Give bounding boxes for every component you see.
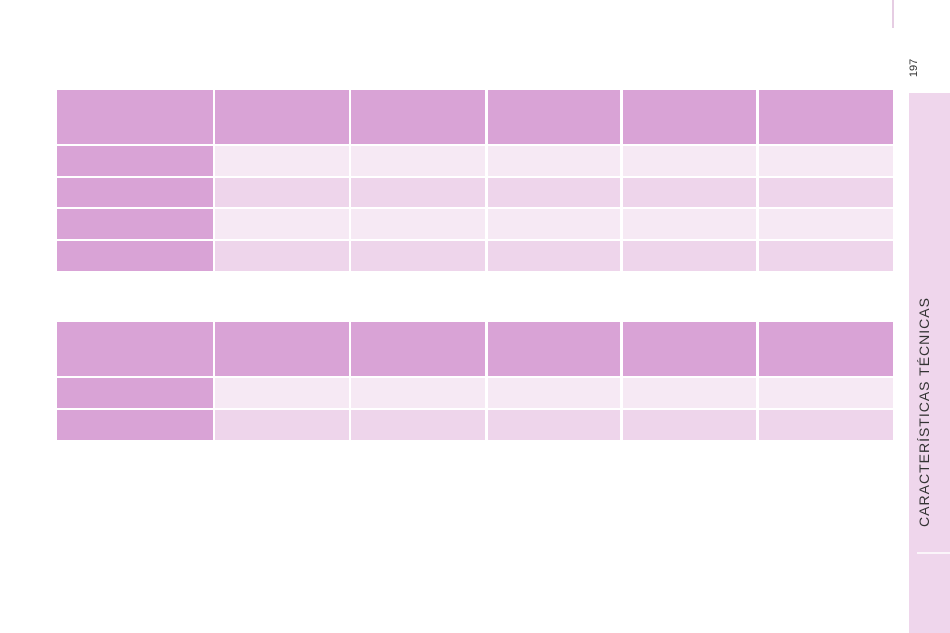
table-cell [351, 241, 485, 271]
header-cell [215, 322, 349, 376]
row-header-cell [57, 410, 213, 440]
table-cell [488, 178, 620, 207]
table-cell [488, 209, 620, 239]
table-cell [215, 178, 349, 207]
table-cell [623, 410, 756, 440]
table-cell [215, 410, 349, 440]
header-cell [488, 90, 620, 144]
table-cell [351, 410, 485, 440]
page-number: 197 [908, 59, 920, 77]
section-tab [909, 93, 950, 633]
header-cell [759, 90, 893, 144]
table-cell [623, 178, 756, 207]
header-cell [57, 90, 213, 144]
table-cell [488, 378, 620, 408]
row-header-cell [57, 378, 213, 408]
table-cell [623, 241, 756, 271]
table-cell [623, 146, 756, 176]
header-cell [215, 90, 349, 144]
table-cell [759, 410, 893, 440]
table-cell [488, 146, 620, 176]
table-cell [759, 178, 893, 207]
table-cell [759, 378, 893, 408]
table-cell [215, 241, 349, 271]
table-cell [351, 378, 485, 408]
table-cell [351, 178, 485, 207]
table-cell [623, 209, 756, 239]
row-header-cell [57, 178, 213, 207]
header-cell [759, 322, 893, 376]
table-cell [351, 146, 485, 176]
header-cell [623, 90, 756, 144]
row-header-cell [57, 241, 213, 271]
table-cell [488, 241, 620, 271]
header-cell [351, 322, 485, 376]
table-cell [351, 209, 485, 239]
header-cell [488, 322, 620, 376]
table-cell [488, 410, 620, 440]
table-cell [215, 146, 349, 176]
header-cell [57, 322, 213, 376]
table-cell [759, 241, 893, 271]
table-cell [759, 209, 893, 239]
table-cell [759, 146, 893, 176]
header-cell [623, 322, 756, 376]
table-cell [623, 378, 756, 408]
table-cell [215, 209, 349, 239]
row-header-cell [57, 209, 213, 239]
row-header-cell [57, 146, 213, 176]
tables [57, 90, 893, 440]
table-cell [215, 378, 349, 408]
header-cell [351, 90, 485, 144]
section-tab-label: CARACTERÍSTICAS TÉCNICAS [916, 297, 932, 527]
